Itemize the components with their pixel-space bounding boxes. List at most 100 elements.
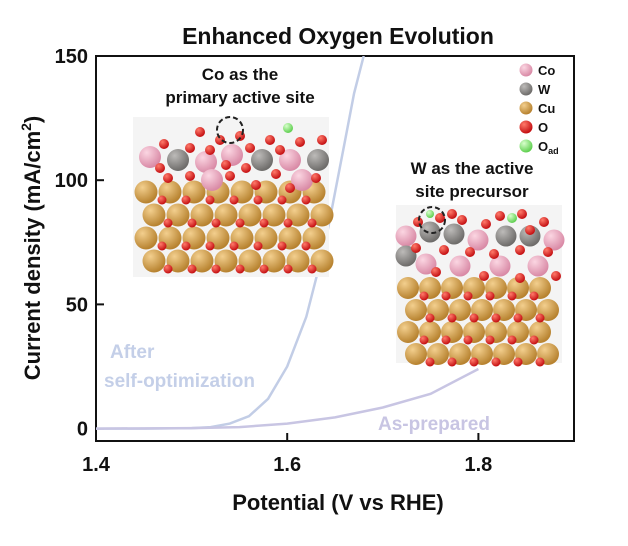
- atom-cu: [238, 203, 262, 227]
- atom-o: [425, 313, 435, 323]
- atom-o: [215, 135, 225, 145]
- series-line-1: [96, 367, 479, 430]
- atom-o: [301, 241, 311, 251]
- atom-o: [507, 335, 517, 345]
- series-group: [96, 56, 479, 430]
- atom-w: [307, 149, 329, 171]
- atom-co: [415, 253, 437, 275]
- atom-co: [395, 225, 417, 247]
- atom-o: [489, 249, 499, 259]
- atom-o: [535, 357, 545, 367]
- atom-o: [535, 313, 545, 323]
- atom-o: [431, 267, 441, 277]
- atom-co: [139, 146, 161, 168]
- atom-cu: [286, 249, 310, 273]
- y-axis-label-sup: 2: [18, 123, 34, 131]
- atom-o: [253, 195, 263, 205]
- atom-o: [205, 145, 215, 155]
- atom-o: [529, 335, 539, 345]
- atom-o: [435, 213, 445, 223]
- atom-o: [517, 209, 527, 219]
- atom-o: [481, 219, 491, 229]
- atom-o: [513, 313, 523, 323]
- atom-co: [291, 169, 313, 191]
- atom-o: [447, 313, 457, 323]
- y-tick-label: 150: [55, 46, 88, 68]
- atom-o: [469, 313, 479, 323]
- legend-label: O: [538, 120, 548, 135]
- atom-co: [201, 169, 223, 191]
- atom-cu: [262, 249, 286, 273]
- x-axis-label: Potential (V vs RHE): [232, 490, 443, 515]
- atom-o: [163, 218, 173, 228]
- atom-o: [413, 217, 423, 227]
- atom-co: [527, 255, 549, 277]
- atom-o: [157, 195, 167, 205]
- atom-o: [241, 163, 251, 173]
- atom-o: [447, 357, 457, 367]
- active-site-marker: [418, 206, 446, 234]
- atom-w: [395, 245, 417, 267]
- atom-o: [181, 241, 191, 251]
- legend: Co W Cu O Oad: [519, 63, 559, 156]
- atom-co: [489, 255, 511, 277]
- atom-o: [463, 291, 473, 301]
- atom-cu: [166, 249, 190, 273]
- atom-o: [229, 241, 239, 251]
- atom-o: [235, 264, 245, 274]
- annotation-co-line1: Co as the: [202, 65, 279, 84]
- atom-cu: [310, 249, 334, 273]
- atom-o: [479, 271, 489, 281]
- y-axis-label-main: Current density (mA/cm: [20, 131, 45, 380]
- atom-o: [277, 195, 287, 205]
- annotation-w-line1: W as the active: [411, 159, 534, 178]
- atom-o: [235, 218, 245, 228]
- atom-cu: [397, 321, 419, 343]
- active-site-marker: [216, 116, 244, 144]
- atom-oad: [426, 210, 434, 218]
- atom-o: [441, 291, 451, 301]
- atom-o: [283, 264, 293, 274]
- atom-o: [251, 180, 261, 190]
- atom-o: [187, 264, 197, 274]
- y-axis-label-end: ): [20, 116, 45, 123]
- x-tick-label: 1.4: [82, 454, 111, 476]
- atom-o: [205, 195, 215, 205]
- atom-o: [513, 357, 523, 367]
- atom-cu: [166, 203, 190, 227]
- atom-w: [419, 221, 441, 243]
- axis-ticks: 1.4 1.6 1.8 0 50 100 150: [55, 46, 493, 476]
- atom-o: [439, 245, 449, 255]
- atom-o: [411, 243, 421, 253]
- atom-oad: [283, 123, 293, 133]
- atom-o: [163, 264, 173, 274]
- atom-co: [449, 255, 471, 277]
- atom-cu: [134, 180, 158, 204]
- atom-co: [543, 229, 565, 251]
- atom-o: [185, 143, 195, 153]
- atom-o: [221, 160, 231, 170]
- atom-o: [225, 171, 235, 181]
- y-tick-label: 0: [77, 419, 88, 441]
- atom-co: [467, 229, 489, 251]
- atom-o: [259, 264, 269, 274]
- atom-o: [447, 209, 457, 219]
- atom-cu: [238, 249, 262, 273]
- atom-o: [419, 291, 429, 301]
- atom-o: [491, 313, 501, 323]
- atom-o: [463, 335, 473, 345]
- atom-o: [539, 217, 549, 227]
- atom-o: [543, 247, 553, 257]
- atom-o: [507, 291, 517, 301]
- legend-label: W: [538, 82, 551, 97]
- atom-cu: [214, 203, 238, 227]
- atom-cu: [286, 203, 310, 227]
- atom-o: [211, 264, 221, 274]
- atom-o: [163, 173, 173, 183]
- legend-label: Co: [538, 63, 555, 78]
- atom-w: [443, 223, 465, 245]
- atom-cu: [405, 343, 427, 365]
- y-axis-label: Current density (mA/cm2): [18, 116, 45, 381]
- series-label-after-line1: After: [110, 342, 155, 363]
